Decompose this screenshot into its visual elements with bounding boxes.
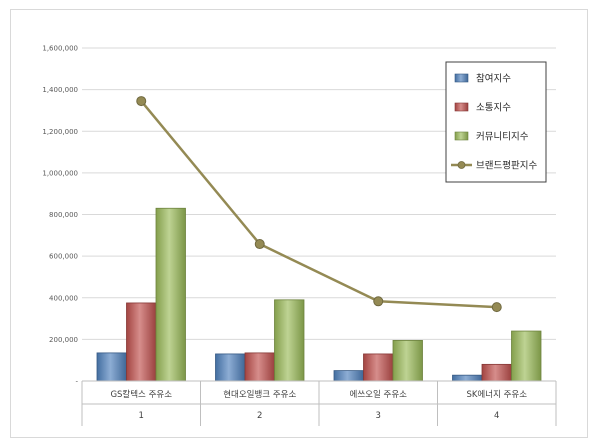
- bar-3: [511, 330, 542, 382]
- bar-2: [244, 352, 275, 382]
- legend-swatch: [454, 102, 469, 112]
- y-tick-label: 1,400,000: [42, 86, 78, 94]
- bar-1: [215, 353, 246, 382]
- y-tick-label: -: [75, 378, 78, 386]
- y-tick-label: 1,600,000: [42, 45, 78, 53]
- trend-line: [140, 100, 497, 309]
- bar-1: [333, 370, 364, 382]
- x-category-label: 에쓰오일 주유소: [350, 390, 408, 400]
- legend-label: 소통지수: [476, 103, 511, 114]
- bar-2: [126, 302, 157, 382]
- legend-label: 커뮤니티지수: [476, 132, 529, 143]
- bar-1: [452, 374, 483, 382]
- x-category-index: 3: [376, 411, 381, 421]
- bars: [96, 207, 542, 382]
- legend-label: 참여지수: [476, 73, 511, 85]
- x-category-index: 4: [494, 411, 499, 421]
- bar-2: [481, 363, 512, 382]
- line-point: [136, 96, 147, 107]
- line-point: [491, 302, 502, 313]
- bar-2: [363, 353, 394, 382]
- line-series: [136, 96, 502, 313]
- x-category-label: 현대오일뱅크 주유소: [223, 389, 296, 400]
- y-tick-label: 400,000: [49, 294, 78, 302]
- x-category-index: 1: [139, 411, 144, 421]
- x-axis: GS칼텍스 주유소 1 현대오일뱅크 주유소 2 에쓰오일 주유소 3 SK에너지 주유소 4: [81, 380, 557, 426]
- line-point: [254, 239, 265, 250]
- bar-3: [392, 340, 423, 382]
- y-tick-label: 800,000: [49, 211, 78, 219]
- y-tick-label: 1,000,000: [42, 169, 78, 177]
- x-category-label: GS칼텍스 주유소: [110, 389, 172, 400]
- line-point: [373, 296, 384, 307]
- y-tick-label: 1,200,000: [42, 128, 78, 136]
- x-category-index: 2: [257, 411, 262, 421]
- bar-3: [155, 207, 186, 382]
- bar-3: [274, 299, 305, 382]
- bar-1: [96, 352, 127, 382]
- legend-swatch: [454, 131, 469, 141]
- legend-marker: [457, 161, 466, 169]
- y-axis: - 200,000 400,000 600,000 800,000 1,000,000 1,…: [42, 45, 78, 386]
- legend-swatch: [454, 73, 469, 83]
- y-tick-label: 200,000: [49, 336, 78, 344]
- x-category-label: SK에너지 주유소: [466, 389, 527, 400]
- legend-label: 브랜드평판지수: [476, 161, 537, 172]
- y-tick-label: 600,000: [49, 253, 78, 261]
